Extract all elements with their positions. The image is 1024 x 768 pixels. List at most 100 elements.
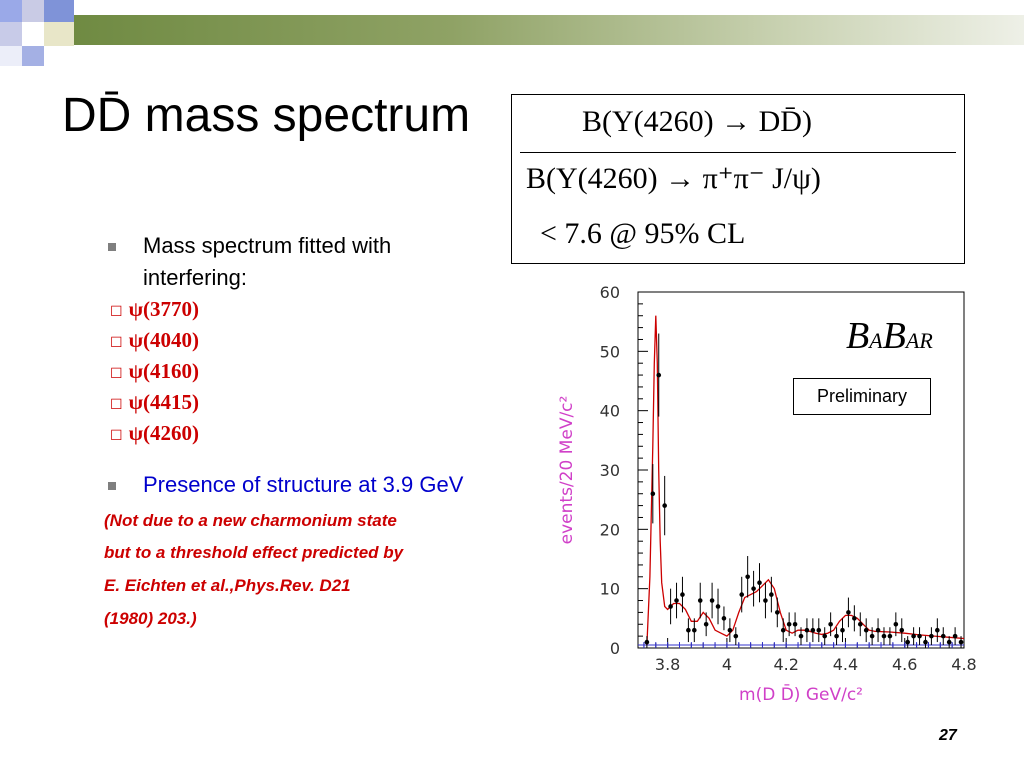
- slide-title: DD̄ mass spectrum: [62, 89, 471, 142]
- corner-square-6: [44, 22, 74, 46]
- data-point: [680, 592, 685, 597]
- y-axis-label: events/20 MeV/c²: [557, 396, 577, 545]
- data-point: [692, 627, 697, 633]
- corner-square-2: [22, 0, 44, 22]
- data-point: [893, 621, 899, 627]
- resonance-item: ☐ ψ(4415): [110, 390, 199, 414]
- formula-numerator: B(Y(4260) → DD̄): [582, 105, 812, 138]
- note-line: (1980) 203.): [104, 609, 197, 628]
- data-point: [929, 633, 934, 639]
- note-line: E. Eichten et al.,Phys.Rev. D21: [104, 576, 351, 595]
- data-point: [834, 633, 839, 639]
- data-point: [656, 372, 662, 378]
- y-tick-label: 60: [600, 283, 620, 302]
- fit-curve: [646, 315, 965, 646]
- x-tick-label: 4.4: [833, 655, 858, 674]
- corner-square-8: [22, 46, 44, 66]
- data-point: [751, 586, 756, 591]
- data-point: [745, 574, 750, 580]
- corner-square-7: [0, 46, 22, 66]
- data-point: [721, 616, 727, 621]
- data-point: [952, 633, 958, 639]
- data-point: [881, 633, 887, 639]
- data-point: [810, 627, 816, 633]
- data-point: [804, 627, 810, 633]
- data-point: [917, 633, 922, 639]
- structure-bullet-text: Presence of structure at 3.9 GeV: [143, 472, 464, 497]
- data-point: [905, 639, 910, 645]
- y-tick-label: 30: [600, 461, 620, 480]
- data-point: [727, 627, 733, 633]
- data-point: [935, 627, 940, 633]
- formula-limit: < 7.6 @ 95% CL: [540, 217, 746, 250]
- data-point: [946, 639, 952, 645]
- data-point: [780, 627, 786, 633]
- data-point: [923, 639, 928, 645]
- data-point: [786, 621, 792, 627]
- data-point: [852, 616, 857, 621]
- data-point: [739, 592, 745, 597]
- mass-spectrum-chart: 0 10 20 30 40 50 60 3.8 4 4.2 4.4 4.6 4.8 m(D D̄) GeV…: [557, 283, 977, 705]
- data-point: [828, 621, 833, 627]
- data-point: [662, 503, 667, 508]
- data-point: [958, 639, 964, 645]
- data-point: [757, 580, 762, 586]
- data-point: [846, 610, 851, 615]
- resonance-item: ☐ ψ(4040): [110, 328, 199, 352]
- y-tick-label: 20: [600, 520, 620, 539]
- fraction-bar: [520, 152, 956, 153]
- x-tick-label: 4.8: [951, 655, 976, 674]
- corner-square-4: [0, 22, 22, 46]
- data-point: [733, 633, 739, 639]
- data-point: [887, 633, 893, 639]
- data-point: [899, 627, 905, 633]
- data-point: [668, 604, 673, 609]
- data-point: [911, 633, 916, 639]
- y-tick-label: 0: [610, 639, 620, 658]
- branching-ratio-formula: B(Y(4260) → DD̄) B(Y(4260) → π⁺π⁻ J/ψ) <…: [511, 94, 965, 264]
- data-point: [715, 604, 721, 609]
- x-tick-label: 4: [722, 655, 732, 674]
- bullet-square-icon: [108, 243, 116, 251]
- resonance-item: ☐ ψ(4260): [110, 421, 199, 445]
- data-point: [774, 610, 780, 615]
- data-point: [798, 633, 804, 639]
- checkbox-bullet-icon: ☐: [110, 336, 123, 351]
- note-line: (Not due to a new charmonium state: [104, 511, 397, 530]
- data-point: [822, 633, 828, 639]
- data-point: [703, 621, 709, 627]
- data-point: [686, 627, 691, 633]
- bullet-text-line2: interfering:: [143, 265, 247, 290]
- data-point: [863, 627, 869, 633]
- x-axis-label: m(D D̄) GeV/c²: [739, 683, 863, 705]
- y-tick-label: 40: [600, 402, 620, 421]
- x-tick-label: 4.2: [773, 655, 798, 674]
- resonance-item: ☐ ψ(3770): [110, 297, 199, 321]
- data-point: [674, 598, 679, 603]
- formula-denominator: B(Y(4260) → π⁺π⁻ J/ψ): [526, 162, 821, 195]
- x-tick-label: 3.8: [655, 655, 680, 674]
- corner-square-5: [22, 22, 44, 46]
- checkbox-bullet-icon: ☐: [110, 367, 123, 382]
- corner-square-3: [44, 0, 74, 22]
- data-point: [840, 627, 845, 633]
- data-point: [697, 598, 703, 603]
- data-point: [709, 598, 715, 603]
- corner-square-1: [0, 0, 22, 22]
- y-tick-label: 50: [600, 342, 620, 361]
- data-point: [875, 627, 881, 633]
- data-point: [792, 621, 798, 627]
- data-point: [940, 633, 946, 639]
- data-point: [644, 639, 650, 645]
- data-point: [769, 592, 774, 597]
- babar-logo: BABAR: [846, 315, 933, 357]
- data-point: [650, 491, 656, 497]
- bullet-square-icon: [108, 482, 116, 490]
- data-point: [816, 627, 822, 633]
- checkbox-bullet-icon: ☐: [110, 429, 123, 444]
- resonance-item: ☐ ψ(4160): [110, 359, 199, 383]
- data-point: [763, 598, 768, 603]
- checkbox-bullet-icon: ☐: [110, 305, 123, 320]
- page-number: 27: [939, 727, 957, 744]
- header-band: [70, 15, 1024, 45]
